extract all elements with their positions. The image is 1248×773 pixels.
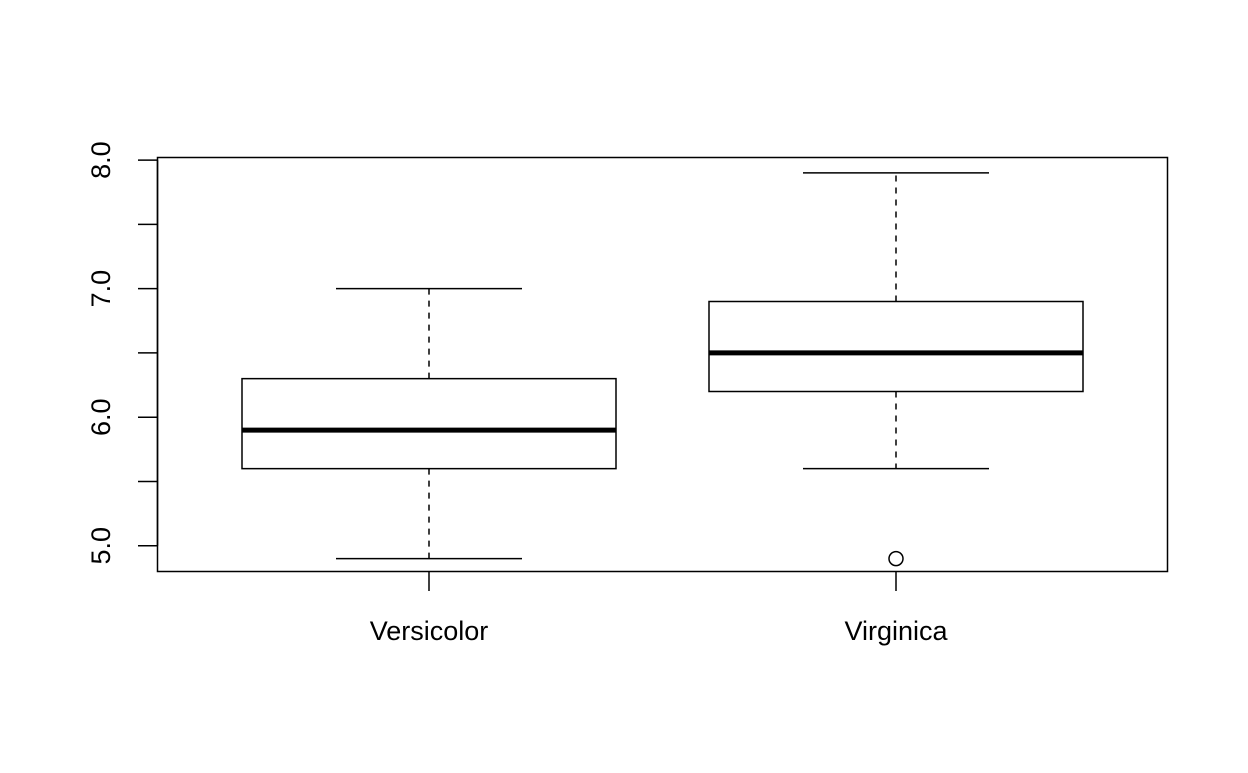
y-tick-label: 5.0	[86, 527, 116, 565]
x-axis: Versicolor Virginica	[370, 571, 949, 646]
box-group	[241, 287, 617, 560]
outlier-point	[888, 550, 904, 567]
box-group	[708, 172, 1084, 567]
iqr-box	[241, 377, 617, 470]
y-tick-label: 6.0	[86, 398, 116, 436]
iqr-box	[708, 300, 1084, 393]
y-axis: 5.0 6.0 7.0 8.0	[86, 141, 159, 565]
boxes-layer	[241, 172, 1084, 567]
x-tick-label: Virginica	[844, 616, 948, 646]
y-tick-label: 8.0	[86, 141, 116, 179]
x-tick-label: Versicolor	[370, 616, 489, 646]
y-tick-label: 7.0	[86, 270, 116, 308]
